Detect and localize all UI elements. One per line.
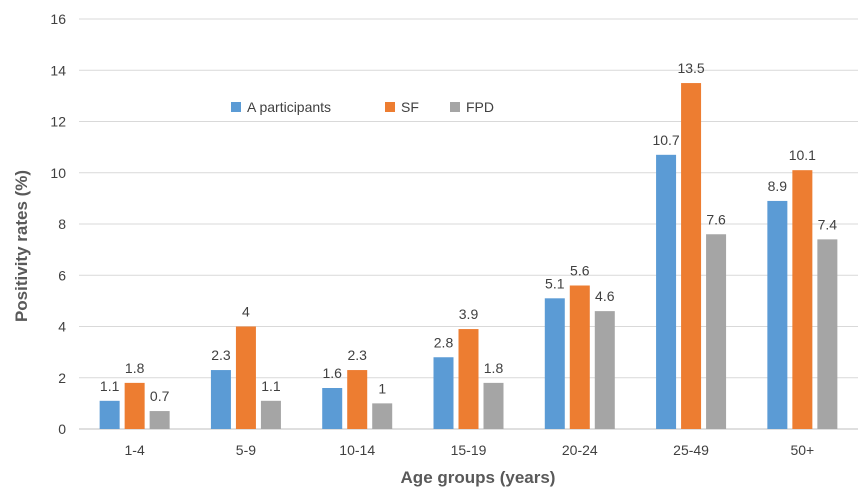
data-label: 13.5 xyxy=(677,60,704,76)
bar xyxy=(792,170,813,429)
bar xyxy=(347,370,368,429)
bar xyxy=(149,411,170,429)
data-label: 0.7 xyxy=(150,388,170,404)
y-tick-label: 10 xyxy=(50,165,66,181)
data-label: 2.3 xyxy=(347,347,367,363)
y-axis-ticks: 0 2 4 6 8 10 12 14 16 xyxy=(50,11,66,437)
x-tick-label: 15-19 xyxy=(451,442,487,458)
bar xyxy=(569,285,590,429)
x-tick-label: 5-9 xyxy=(236,442,256,458)
legend-swatch xyxy=(450,102,460,112)
bar xyxy=(235,326,256,429)
x-tick-label: 10-14 xyxy=(339,442,375,458)
y-axis-title: Positivity rates (%) xyxy=(12,170,31,322)
legend-label: A participants xyxy=(247,99,331,115)
data-label: 1.6 xyxy=(322,365,342,381)
legend-label: FPD xyxy=(466,99,494,115)
y-tick-label: 14 xyxy=(50,62,66,78)
y-tick-label: 4 xyxy=(58,319,66,335)
data-label: 3.9 xyxy=(459,306,479,322)
bar xyxy=(706,234,727,429)
bar xyxy=(210,370,231,429)
data-label: 1 xyxy=(378,380,386,396)
data-label: 10.7 xyxy=(652,132,679,148)
data-label: 1.1 xyxy=(100,378,120,394)
bar xyxy=(260,400,281,429)
bar xyxy=(124,382,145,429)
x-tick-label: 25-49 xyxy=(673,442,709,458)
data-label: 5.6 xyxy=(570,263,590,279)
data-label: 7.6 xyxy=(706,211,726,227)
data-label: 7.4 xyxy=(818,216,838,232)
data-labels: 1.1 1.8 0.7 2.3 4 1.1 1.6 2.3 1 2.8 3.9 1.8 5.1 5.6 4.… xyxy=(100,60,837,404)
bar xyxy=(372,403,393,429)
data-label: 4.6 xyxy=(595,288,615,304)
y-tick-label: 2 xyxy=(58,370,66,386)
bar xyxy=(594,311,615,429)
x-axis-title: Age groups (years) xyxy=(401,468,556,487)
y-tick-label: 6 xyxy=(58,267,66,283)
y-tick-label: 16 xyxy=(50,11,66,27)
legend-swatch xyxy=(385,102,395,112)
bars xyxy=(99,83,838,429)
bar xyxy=(681,83,702,429)
data-label: 8.9 xyxy=(768,178,788,194)
x-tick-label: 50+ xyxy=(790,442,814,458)
bar xyxy=(458,329,479,429)
legend-label: SF xyxy=(401,99,419,115)
x-tick-label: 1-4 xyxy=(125,442,145,458)
legend-swatch xyxy=(231,102,241,112)
y-tick-label: 12 xyxy=(50,114,66,130)
x-tick-label: 20-24 xyxy=(562,442,598,458)
data-label: 1.8 xyxy=(484,360,504,376)
bar xyxy=(483,382,504,429)
legend: A participants SF FPD xyxy=(231,99,494,115)
data-label: 2.8 xyxy=(434,334,454,350)
data-label: 2.3 xyxy=(211,347,231,363)
data-label: 10.1 xyxy=(789,147,816,163)
bar xyxy=(817,239,838,429)
bar xyxy=(433,357,454,429)
bar xyxy=(99,400,120,429)
bar xyxy=(322,388,343,429)
bar xyxy=(656,154,677,429)
data-label: 1.1 xyxy=(261,378,281,394)
y-tick-label: 8 xyxy=(58,216,66,232)
y-tick-label: 0 xyxy=(58,421,66,437)
x-axis-ticks: 1-4 5-9 10-14 15-19 20-24 25-49 50+ xyxy=(125,442,815,458)
bar xyxy=(544,298,565,429)
data-label: 1.8 xyxy=(125,360,145,376)
bar xyxy=(767,200,788,429)
gridlines xyxy=(79,18,858,430)
data-label: 4 xyxy=(242,304,250,320)
data-label: 5.1 xyxy=(545,275,565,291)
